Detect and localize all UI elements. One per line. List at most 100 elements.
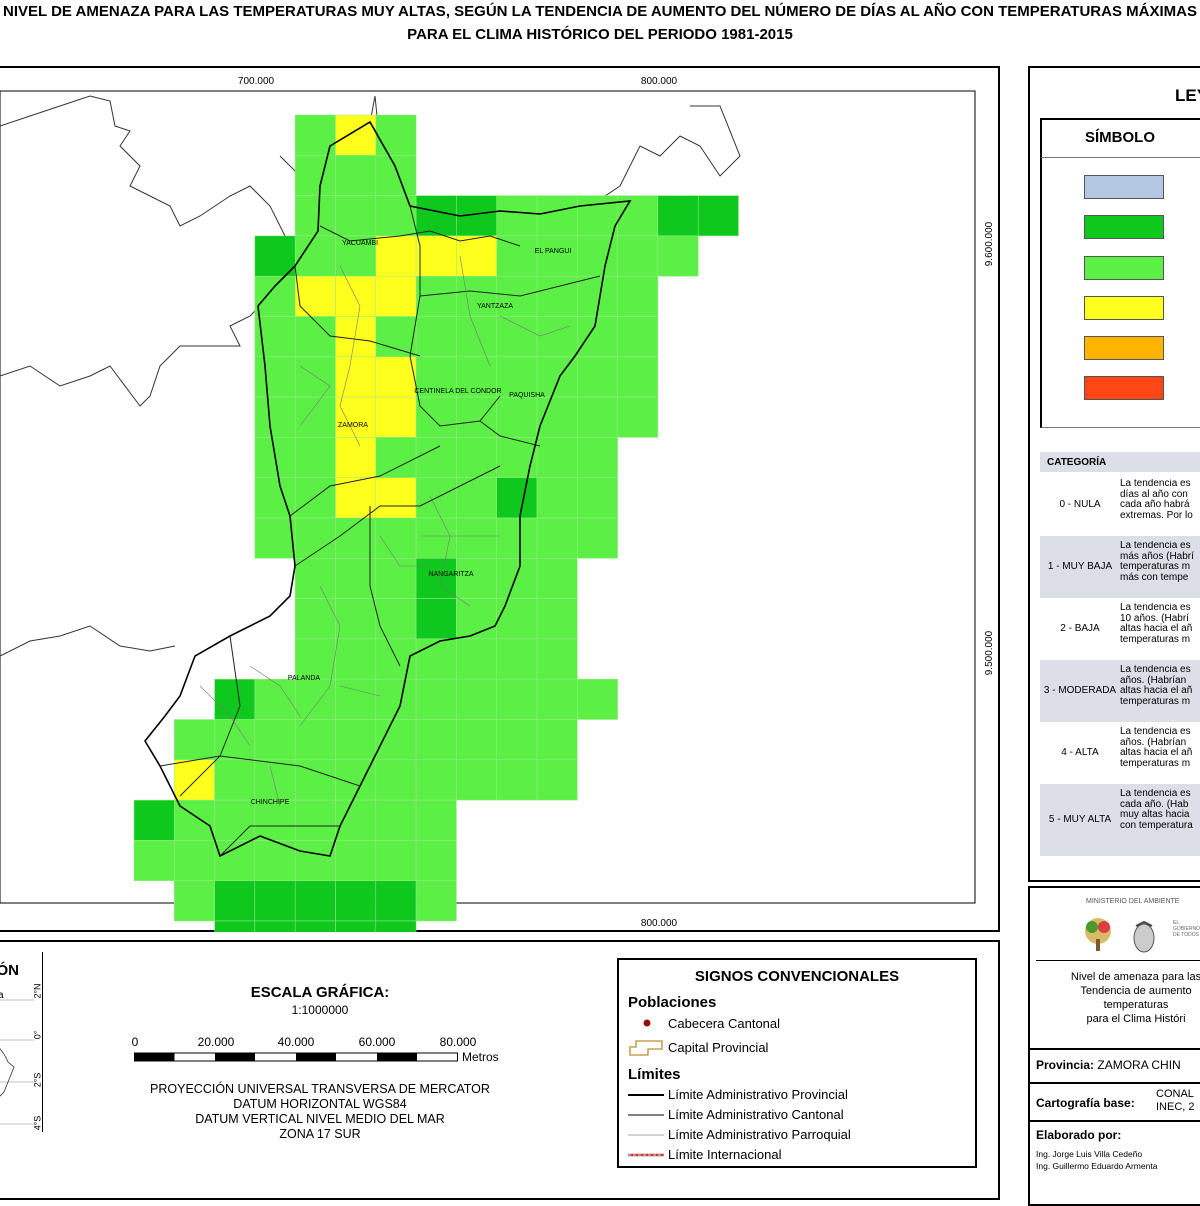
grid-cell: [577, 396, 618, 438]
grid-cell: [577, 517, 618, 559]
canton-boundaries: [159, 205, 601, 857]
grid-cell: [496, 316, 538, 358]
grid-cell: [335, 477, 377, 519]
neighbor-outline-south: [0, 625, 176, 657]
grid-cell: [335, 316, 377, 358]
canton-label-centinela: CENTINELA DEL CONDOR: [414, 388, 501, 395]
grid-cell: [536, 437, 578, 478]
grid-cell: [174, 840, 215, 881]
category-description-line: con temperatura: [1120, 819, 1193, 831]
grid-cell: [335, 880, 377, 922]
grid-cell: [415, 880, 457, 922]
grid-cell: [214, 678, 256, 720]
legend-panel: [1028, 66, 1200, 882]
grid-cell: [254, 356, 296, 398]
grid-cell: [294, 195, 336, 237]
scale-tick-20000: 20.000: [197, 1035, 235, 1049]
category-name: 0 - NULA: [1059, 499, 1101, 510]
signs-capital: Capital Provincial: [668, 1040, 769, 1055]
projection-info: PROYECCIÓN UNIVERSAL TRANSVERSA DE MERCA…: [110, 1082, 530, 1142]
grid-cell: [375, 275, 417, 317]
grid-cell: [577, 678, 618, 720]
category-description-line: más años (Habrí: [1120, 550, 1194, 562]
legend-symbol-header-box: [1040, 118, 1200, 158]
description-line-2: Tendencia de aumento: [1080, 985, 1192, 997]
grid-cell: [335, 155, 377, 196]
province-boundary: [144, 120, 632, 858]
category-description: La tendencia es más años (Habrí temperatur…: [1120, 541, 1200, 583]
grid-cell: [496, 638, 538, 680]
grid-cell: [657, 235, 699, 277]
lat-label-2n: 2°N: [32, 983, 43, 999]
grid-cell: [294, 880, 336, 922]
grid-cell: [335, 437, 377, 478]
category-description-line: La tendencia es: [1120, 479, 1191, 489]
category-description-line: altas hacia el añ: [1120, 747, 1193, 758]
grid-cell: [496, 598, 538, 640]
grid-cell: [375, 880, 417, 922]
grid-cell: [617, 235, 659, 277]
grid-cell: [577, 356, 618, 398]
grid-cell: [254, 235, 296, 277]
grid-cell: [415, 638, 457, 680]
title-line-2: PARA EL CLIMA HISTÓRICO DEL PERIODO 1981…: [407, 26, 793, 43]
map-inner-border: [0, 90, 976, 904]
grid-cell: [214, 840, 256, 881]
grid-cell: [254, 678, 296, 720]
swatch-muy-baja: [1084, 215, 1164, 239]
ministry-label: MINISTERIO DEL AMBIENTE: [1086, 898, 1180, 905]
grid-cell: [375, 235, 417, 277]
canton-label-nangaritza: NANGARITZA: [428, 571, 473, 578]
grid-cell: [254, 275, 296, 317]
grid-cell: [536, 598, 578, 640]
grid-cell: [536, 195, 578, 237]
category-name: 5 - MUY ALTA: [1048, 814, 1112, 825]
grid-cell: [415, 235, 457, 277]
category-description-line: más con tempe: [1120, 571, 1189, 583]
category-description-line: La tendencia es: [1120, 603, 1191, 613]
grid-cell: [577, 195, 618, 237]
grid-cell: [375, 517, 417, 559]
grid-cell: [415, 759, 457, 801]
description-line-4: para el Clima Históri: [1086, 1013, 1186, 1025]
category-name: 4 - ALTA: [1061, 747, 1099, 758]
category-description-line: La tendencia es: [1120, 665, 1191, 675]
grid-cell: [214, 799, 256, 841]
map-canvas[interactable]: 700.000 800.000 700.000 800.000 9.600.00…: [0, 66, 1000, 932]
grid-cell: [415, 598, 457, 640]
grid-cell: [335, 719, 377, 761]
grid-cell: [254, 759, 296, 801]
gov-line-2: GOBIERNO: [1173, 926, 1200, 932]
lat-label-0: 0°: [32, 1030, 43, 1040]
category-description: La tendencia es años. (Habrían altas hacia…: [1120, 665, 1200, 707]
grid-cell: [254, 396, 296, 438]
grid-cell: [415, 678, 457, 720]
signs-lim-parr: Límite Administrativo Parroquial: [668, 1127, 851, 1142]
swatch-alta: [1084, 336, 1164, 360]
projection-line-4: ZONA 17 SUR: [279, 1127, 361, 1141]
grid-cell: [335, 840, 377, 881]
grid-cell: [617, 396, 659, 438]
grid-cell: [496, 437, 538, 478]
category-name: 3 - MODERADA: [1043, 685, 1117, 696]
map-frame: [0, 66, 1000, 932]
grid-cell: [375, 155, 417, 196]
grid-cell: [536, 316, 578, 358]
grid-cell: [415, 396, 457, 438]
projection-line-3: DATUM VERTICAL NIVEL MEDIO DEL MAR: [195, 1112, 445, 1126]
grid-cell: [657, 195, 699, 237]
grid-cell: [174, 759, 215, 801]
grid-cell: [536, 517, 578, 559]
signs-lim-int: Límite Internacional: [668, 1147, 782, 1162]
grid-cell: [375, 598, 417, 640]
grid-cell: [496, 275, 538, 317]
grid-cell: [335, 920, 377, 932]
projection-line-2: DATUM HORIZONTAL WGS84: [233, 1097, 407, 1111]
x-tick-bottom-800: 800.000: [641, 918, 678, 929]
grid-cell: [294, 316, 336, 358]
scale-bar: [134, 1052, 458, 1062]
grid-cell: [294, 275, 336, 317]
divider: [1036, 960, 1200, 961]
grid-cell: [496, 759, 538, 801]
grid-cell: [335, 114, 377, 156]
